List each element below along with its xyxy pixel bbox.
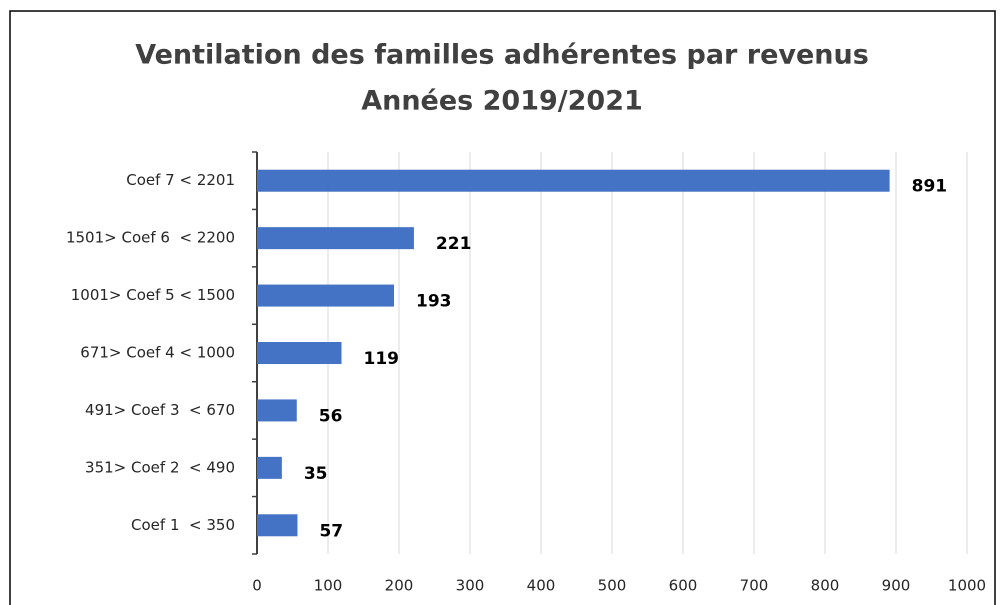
data-label: 57 xyxy=(319,521,343,541)
y-tick-label: Coef 7 < 2201 xyxy=(126,171,235,189)
data-label: 119 xyxy=(363,349,399,369)
y-tick-label: Coef 1 < 350 xyxy=(131,516,235,534)
bar xyxy=(257,342,342,364)
x-tick-label: 300 xyxy=(456,577,485,595)
x-tick-label: 800 xyxy=(811,577,840,595)
y-tick-label: 1001> Coef 5 < 1500 xyxy=(71,286,235,304)
chart-subtitle: Années 2019/2021 xyxy=(361,86,643,117)
chart-title: Ventilation des familles adhérentes par … xyxy=(135,40,869,71)
data-label: 193 xyxy=(416,292,452,312)
bar xyxy=(257,399,297,422)
data-label: 891 xyxy=(912,177,948,197)
bar xyxy=(257,514,298,537)
y-tick-label: 351> Coef 2 < 490 xyxy=(85,458,235,476)
x-tick-label: 700 xyxy=(740,577,769,595)
y-tick-label: 671> Coef 4 < 1000 xyxy=(80,344,235,362)
x-tick-label: 600 xyxy=(669,577,698,595)
x-tick-label: 900 xyxy=(882,577,911,595)
x-tick-label: 100 xyxy=(314,577,343,595)
data-label: 56 xyxy=(319,406,343,426)
x-tick-label: 500 xyxy=(598,577,627,595)
x-tick-label: 1000 xyxy=(948,577,986,595)
data-label: 221 xyxy=(436,234,472,254)
chart-frame xyxy=(9,10,996,605)
y-tick-label: 1501> Coef 6 < 2200 xyxy=(66,229,235,247)
data-label: 35 xyxy=(304,464,328,484)
bar xyxy=(257,284,395,307)
x-tick-label: 200 xyxy=(385,577,414,595)
x-tick-label: 400 xyxy=(527,577,556,595)
bar xyxy=(257,169,890,192)
bar xyxy=(257,227,414,250)
y-tick-label: 491> Coef 3 < 670 xyxy=(85,401,235,419)
bar xyxy=(257,456,282,479)
x-tick-label: 0 xyxy=(252,577,262,595)
